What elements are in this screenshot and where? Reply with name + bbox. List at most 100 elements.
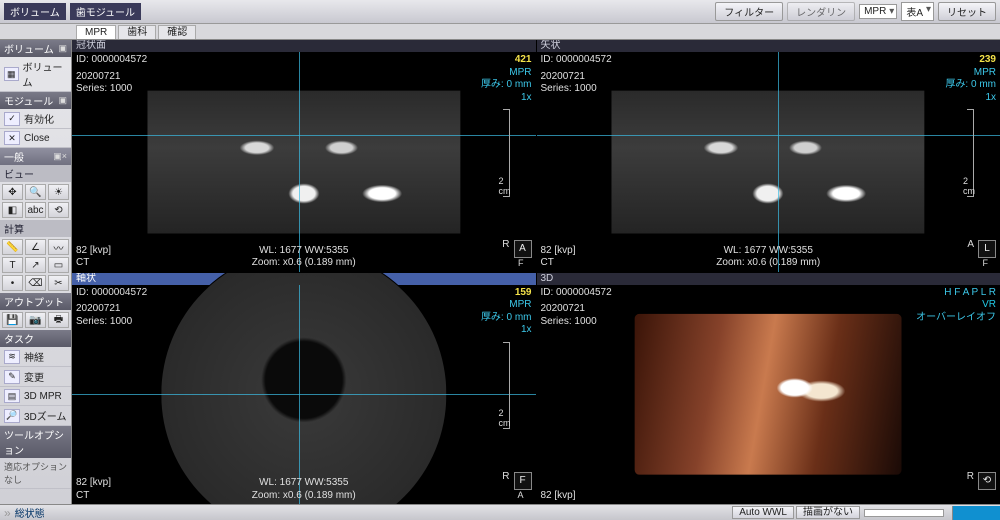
tool-curve[interactable]: 〰 xyxy=(48,239,69,255)
filter-button[interactable]: フィルター xyxy=(715,2,783,21)
sidebar-section-volume: ボリューム▣ xyxy=(0,40,71,57)
orientation-marker: R xyxy=(967,471,974,482)
tool-angle[interactable]: ∠ xyxy=(25,239,46,255)
crosshair-horizontal[interactable] xyxy=(537,135,1000,136)
orientation-cube[interactable]: ⟲ xyxy=(978,472,996,490)
tool-bright[interactable]: ☀ xyxy=(48,184,69,200)
volume-tag: ボリューム xyxy=(4,3,66,20)
viewport-grid: 冠状面ID: 000000457220200721Series: 1000421… xyxy=(72,40,1000,504)
close-icon: ✕ xyxy=(4,131,20,145)
output-tool-grid: 💾📷🖶 xyxy=(0,310,71,330)
tool-print[interactable]: 🖶 xyxy=(48,312,69,328)
tool-zoom[interactable]: 🔍 xyxy=(25,184,46,200)
overlay-top-left: ID: 000000457220200721Series: 1000 xyxy=(76,287,147,329)
viewport-title[interactable]: 冠状面 xyxy=(72,40,536,52)
overlay-bottom-left: 82 [kvp] xyxy=(541,490,576,503)
reset-button[interactable]: リセット xyxy=(938,2,996,21)
ct-slice-image xyxy=(160,273,447,505)
ct-slice-image xyxy=(146,89,461,234)
crosshair-horizontal[interactable] xyxy=(72,135,536,136)
sidebar: ボリューム▣ ▦ボリューム モジュール▣ ✓有効化 ✕Close 一般▣× ビュ… xyxy=(0,40,72,504)
sidebar-item-close[interactable]: ✕ Close xyxy=(0,129,71,148)
tool-roll[interactable]: abc xyxy=(25,202,46,218)
orientation-marker-foot: A xyxy=(517,490,523,500)
system-tray xyxy=(952,506,1000,520)
overlay-top-right: 239MPR厚み: 0 mm1x xyxy=(945,54,996,104)
sidebar-item-label: 3D MPR xyxy=(24,391,62,402)
tab-mpr[interactable]: MPR xyxy=(76,25,116,39)
status-bar: » 総状態 Auto WWL 描画がない xyxy=(0,504,1000,520)
expand-icon[interactable]: » xyxy=(4,506,11,520)
viewport-2[interactable]: 軸状ID: 000000457220200721Series: 1000159M… xyxy=(72,273,536,505)
tool-text[interactable]: T xyxy=(2,257,23,273)
crosshair-vertical[interactable] xyxy=(299,52,300,272)
3dzoom-icon: 🔎 xyxy=(4,409,20,423)
sidebar-section-module: モジュール▣ xyxy=(0,92,71,109)
viewport-0[interactable]: 冠状面ID: 000000457220200721Series: 1000421… xyxy=(72,40,536,272)
ct-slice-image xyxy=(611,89,926,234)
sidebar-section-general: 一般▣× xyxy=(0,148,71,165)
auto-wwl-button[interactable]: Auto WWL xyxy=(732,506,794,519)
tool-cam[interactable]: 📷 xyxy=(25,312,46,328)
orientation-cube[interactable]: F xyxy=(514,472,532,490)
view-tool-grid: ✥ 🔍 ☀ ◧ abc ⟲ xyxy=(0,182,71,220)
volume-render-image xyxy=(634,313,903,475)
crosshair-vertical[interactable] xyxy=(778,52,779,272)
toolopt-none: 適応オプションなし xyxy=(0,458,71,489)
tool-reset[interactable]: ⟲ xyxy=(48,202,69,218)
overlay-top-left: ID: 000000457220200721Series: 1000 xyxy=(541,287,612,329)
tool-pan[interactable]: ✥ xyxy=(2,184,23,200)
overlay-bottom-left: 82 [kvp]CT xyxy=(541,245,576,270)
scale-bar: 2 cm xyxy=(509,342,510,430)
preset-combo[interactable]: 表A xyxy=(901,2,934,21)
viewport-1[interactable]: 矢状 ID: 000000457220200721Series: 1000 239M… xyxy=(537,40,1000,272)
overlay-bottom-center: WL: 1677 WW:5355Zoom: x0.6 (0.189 mm) xyxy=(716,245,820,270)
tool-save[interactable]: 💾 xyxy=(2,312,23,328)
overlay-bottom-left: 82 [kvp]CT xyxy=(76,477,111,502)
tool-erase[interactable]: ⌫ xyxy=(25,275,46,291)
sidebar-item-label: ボリューム xyxy=(23,59,67,89)
overlay-top-right: 421MPR厚み: 0 mm1x xyxy=(481,54,532,104)
task-nerve[interactable]: ≋神経 xyxy=(0,347,71,367)
task-3dzoom[interactable]: 🔎 3Dズーム xyxy=(0,406,71,426)
tool-window[interactable]: ◧ xyxy=(2,202,23,218)
sidebar-item-volume[interactable]: ▦ ボリューム xyxy=(0,57,71,92)
tool-ruler[interactable]: 📏 xyxy=(2,239,23,255)
sidebar-section-toolopt: ツールオプション xyxy=(0,426,71,458)
crosshair-horizontal[interactable] xyxy=(72,394,536,395)
viewport-title[interactable]: 矢状 xyxy=(537,40,1000,52)
sidebar-section-task: タスク xyxy=(0,330,71,347)
tool-point[interactable]: • xyxy=(2,275,23,291)
sidebar-item-activate[interactable]: ✓有効化 xyxy=(0,109,71,129)
module-tag: 歯モジュール xyxy=(70,3,141,20)
tab-confirm[interactable]: 確認 xyxy=(158,25,196,39)
task-change[interactable]: ✎変更 xyxy=(0,367,71,387)
no-image-indicator: 描画がない xyxy=(796,506,860,519)
progress-bar xyxy=(864,509,944,517)
top-toolbar: ボリューム 歯モジュール フィルター レンダリン MPR 表A リセット xyxy=(0,0,1000,24)
orientation-cube[interactable]: L xyxy=(978,240,996,258)
crosshair-vertical[interactable] xyxy=(299,285,300,505)
render-button[interactable]: レンダリン xyxy=(787,2,855,21)
overlay-top-left: ID: 000000457220200721Series: 1000 xyxy=(541,54,612,96)
viewport-title[interactable]: 3D xyxy=(537,273,1000,285)
task-3dmpr[interactable]: ▤3D MPR xyxy=(0,387,71,406)
tool-arrow[interactable]: ↗ xyxy=(25,257,46,273)
orientation-cube[interactable]: A xyxy=(514,240,532,258)
sidebar-item-label: 神経 xyxy=(24,349,44,364)
orientation-marker: A xyxy=(967,239,974,250)
scale-bar: 2 cm xyxy=(973,109,974,197)
calc-tool-grid: 📏∠〰 T↗▭ •⌫✂ xyxy=(0,237,71,293)
sidebar-item-label: 3Dズーム xyxy=(24,408,66,423)
sidebar-item-label: Close xyxy=(24,133,50,144)
tool-roi[interactable]: ▭ xyxy=(48,257,69,273)
sidebar-sub-calc: 計算 xyxy=(0,220,71,237)
overlay-top-right: 159MPR厚み: 0 mm1x xyxy=(481,287,532,337)
change-icon: ✎ xyxy=(4,370,20,384)
status-tag: 総状態 xyxy=(15,505,45,520)
tab-dental[interactable]: 歯科 xyxy=(118,25,156,39)
tool-cut[interactable]: ✂ xyxy=(48,275,69,291)
view-mode-combo[interactable]: MPR xyxy=(859,4,897,19)
cube-icon: ▦ xyxy=(4,67,19,81)
viewport-3[interactable]: 3DID: 000000457220200721Series: 1000H F … xyxy=(537,273,1000,505)
